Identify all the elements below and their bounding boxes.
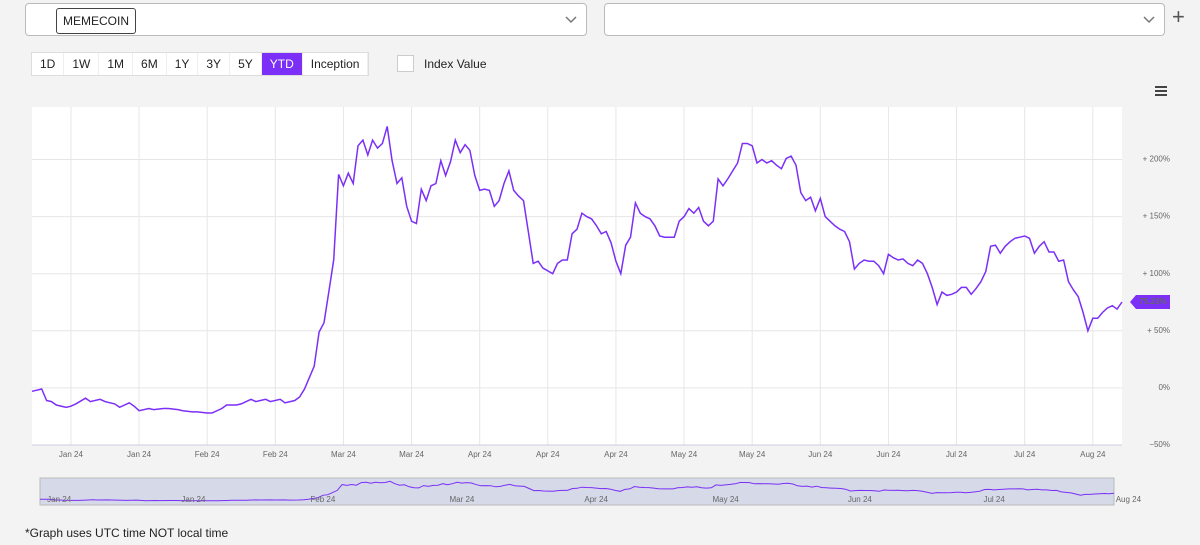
- index-label: Index Value: [424, 57, 487, 71]
- range-button[interactable]: 3Y: [198, 53, 231, 75]
- range-button[interactable]: Inception: [303, 53, 369, 75]
- x-tick-label: Feb 24: [263, 450, 288, 459]
- navigator-tick-label: Feb 24: [310, 495, 335, 504]
- x-tick-label: Apr 24: [536, 450, 560, 459]
- end-label-tag: [1130, 295, 1170, 310]
- range-button[interactable]: 1Y: [167, 53, 199, 75]
- y-tick-label: 0%: [1158, 383, 1170, 392]
- chevron: [565, 16, 577, 24]
- navigator-tick-label: Aug 24: [1116, 495, 1142, 504]
- selected-asset[interactable]: MEMECOIN: [56, 8, 136, 34]
- compare-select[interactable]: [604, 3, 1165, 36]
- range-buttons: 1D 1W 1M 6M 1Y 3Y 5Y YTD Inception: [31, 52, 370, 76]
- navigator-tick-label: Apr 24: [584, 495, 608, 504]
- range-button[interactable]: 1M: [99, 53, 134, 75]
- y-tick-label: + 200%: [1143, 155, 1170, 164]
- index-checkbox[interactable]: [397, 55, 414, 72]
- range-button[interactable]: 6M: [133, 53, 167, 75]
- x-tick-label: May 24: [671, 450, 698, 459]
- asset-select[interactable]: MEMECOIN: [25, 3, 587, 36]
- x-tick-label: Mar 24: [399, 450, 424, 459]
- add-button[interactable]: +: [1172, 4, 1185, 29]
- x-tick-label: May 24: [739, 450, 766, 459]
- y-tick-label: + 100%: [1143, 269, 1170, 278]
- x-tick-label: Feb 24: [195, 450, 220, 459]
- chart: −50% 0% + 50% + 100% + 150% + 200% Jan 24 Jan 2…: [31, 86, 1170, 506]
- x-tick-label: Jun 24: [808, 450, 833, 459]
- y-tick-label: + 50%: [1147, 326, 1170, 335]
- range-button[interactable]: 5Y: [230, 53, 262, 75]
- x-tick-label: Jul 24: [1014, 450, 1036, 459]
- chevron: [1143, 16, 1155, 24]
- x-tick-label: Apr 24: [468, 450, 492, 459]
- range-button[interactable]: YTD: [261, 53, 303, 75]
- x-tick-label: Jan 24: [59, 450, 84, 459]
- y-tick-label: −50%: [1149, 440, 1170, 449]
- end-label: 75.23%: [1139, 297, 1166, 306]
- range-button[interactable]: 1D: [32, 53, 65, 75]
- menu-icon[interactable]: [1155, 86, 1167, 96]
- navigator-tick-label: Jul 24: [983, 495, 1005, 504]
- navigator-line: [39, 480, 1115, 502]
- navigator-tick-label: May 24: [713, 495, 740, 504]
- navigator-tick-label: Jan 24: [181, 495, 206, 504]
- footnote: *Graph uses UTC time NOT local time: [25, 526, 229, 540]
- x-tick-label: Apr 24: [604, 450, 628, 459]
- x-tick-label: Jan 24: [127, 450, 152, 459]
- x-tick-label: Jun 24: [876, 450, 901, 459]
- navigator-tick-label: Jan 24: [47, 495, 72, 504]
- price-line: [31, 126, 1123, 414]
- x-tick-label: Mar 24: [331, 450, 356, 459]
- navigator-tick-label: Jun 24: [848, 495, 873, 504]
- range-button[interactable]: 1W: [64, 53, 100, 75]
- x-tick-label: Aug 24: [1080, 450, 1106, 459]
- x-tick-label: Jul 24: [946, 450, 968, 459]
- navigator-tick-label: Mar 24: [449, 495, 474, 504]
- y-tick-label: + 150%: [1143, 212, 1170, 221]
- plot-area: [32, 107, 1122, 445]
